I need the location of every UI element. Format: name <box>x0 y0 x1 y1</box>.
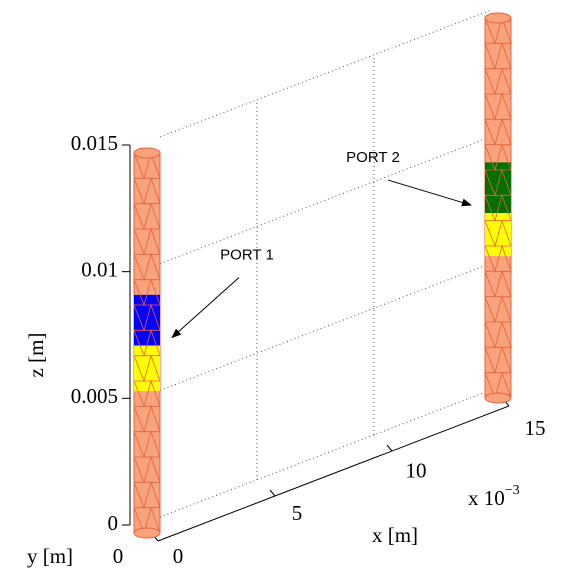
chart: z [m] x [m] y [m] x 10−3 0 0.005 0.01 0.015… <box>0 0 579 581</box>
cylinder-top <box>134 148 160 158</box>
x-multiplier-exponent: −3 <box>505 483 520 498</box>
z-grid-line <box>160 263 491 390</box>
x-multiplier: x 10−3 <box>468 483 520 510</box>
z-grid-line <box>160 137 491 264</box>
port-arrow <box>388 180 471 205</box>
z-axis-label: z [m] <box>24 333 48 378</box>
port-arrow <box>172 278 239 338</box>
z-tick-label: 0.015 <box>71 131 118 155</box>
x-multiplier-base: x 10 <box>468 486 505 510</box>
cylinder-bottom <box>134 528 160 538</box>
x-tick <box>270 490 275 496</box>
z-grid-line <box>160 390 491 517</box>
port-lower-band <box>134 346 160 392</box>
x-axis <box>158 406 509 541</box>
x-axis-label: x [m] <box>372 523 418 547</box>
cylinder-bottom <box>485 393 511 403</box>
z-tick-label: 0.005 <box>71 384 118 408</box>
x-tick-label: 10 <box>406 458 427 482</box>
x-tick-label: 15 <box>525 416 546 440</box>
z-tick-label: 0.01 <box>81 257 118 281</box>
y-tick-label: 0 <box>113 544 124 568</box>
port-label: PORT 2 <box>346 149 400 166</box>
cylinder-top <box>485 13 511 23</box>
z-grid-line <box>160 10 491 137</box>
x-tick-label: 5 <box>292 501 303 525</box>
y-axis-label: y [m] <box>27 544 73 568</box>
x-tick-label: 0 <box>173 544 184 568</box>
z-tick-label: 0 <box>108 511 119 535</box>
x-tick <box>387 445 392 451</box>
port-label: PORT 1 <box>220 247 274 264</box>
